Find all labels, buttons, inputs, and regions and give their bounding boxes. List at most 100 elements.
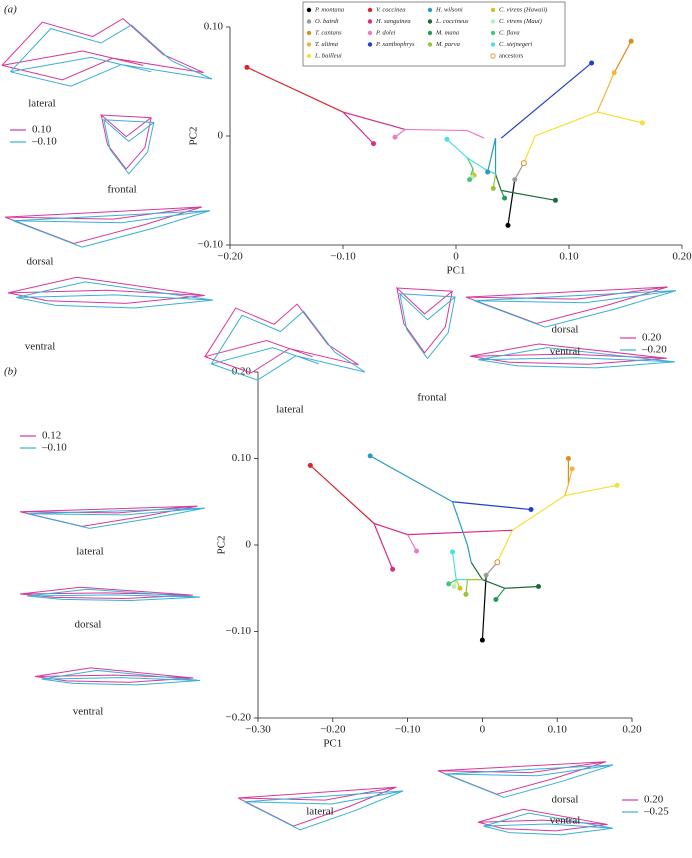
tip-point xyxy=(483,572,489,578)
legend-label: H. sanguinea xyxy=(375,18,411,25)
wireframe xyxy=(469,343,667,365)
y-tick-label: 0.10 xyxy=(232,452,252,464)
view-label: ventral xyxy=(550,346,581,358)
tip-point xyxy=(467,177,473,183)
legend-marker xyxy=(427,42,433,47)
scale-label: –0.25 xyxy=(643,806,669,818)
wireframe xyxy=(244,790,404,831)
legend-label: C. flava xyxy=(499,29,520,36)
wireframe xyxy=(203,303,359,374)
legend-label: V. coccinea xyxy=(376,6,405,13)
tip-point xyxy=(457,585,463,591)
legend-marker xyxy=(306,42,312,47)
legend-marker xyxy=(427,7,433,13)
branch xyxy=(246,66,344,113)
x-axis-label: PC1 xyxy=(323,738,342,750)
tip-point xyxy=(490,185,496,191)
view-label: dorsal xyxy=(75,619,102,631)
legend-label: H. wilsoni xyxy=(435,6,463,13)
branch xyxy=(369,455,472,563)
wireframe xyxy=(444,764,614,798)
x-tick-label: −0.20 xyxy=(320,724,346,736)
y-tick-label: −0.10 xyxy=(226,625,252,637)
panel-label: (a) xyxy=(4,4,17,16)
x-axis-label: PC1 xyxy=(447,265,466,277)
y-tick-label: 0.10 xyxy=(204,21,224,33)
tip-point xyxy=(390,566,396,572)
tip-point xyxy=(485,169,491,175)
tip-point xyxy=(536,584,541,590)
scale-label: –0.20 xyxy=(641,344,667,356)
legend-label: C. virens (Maui) xyxy=(499,18,542,25)
tip-point xyxy=(449,549,455,555)
legend: P. montana O. bairdi T. cantans T. ultima L.… xyxy=(302,1,566,67)
legend-marker xyxy=(306,53,312,59)
y-tick-label: 0 xyxy=(218,130,224,142)
branch xyxy=(341,110,406,145)
legend-marker xyxy=(367,30,373,36)
legend-box xyxy=(302,1,566,67)
branch xyxy=(452,501,532,511)
branch xyxy=(523,111,643,164)
legend-label: T. cantans xyxy=(315,29,342,36)
x-tick-label: 0.10 xyxy=(559,251,579,263)
wireframe xyxy=(27,507,206,529)
scale-label: 0.20 xyxy=(644,794,664,806)
tip-point xyxy=(639,120,645,126)
tip-point xyxy=(307,462,313,468)
legend-marker xyxy=(427,30,433,36)
scale-label: –0.10 xyxy=(41,442,67,454)
wireframe xyxy=(19,586,193,600)
legend-marker xyxy=(306,7,312,13)
wireframe xyxy=(16,281,214,309)
legend-marker xyxy=(306,30,312,36)
legend-label: O. bairdi xyxy=(315,18,339,25)
tip-point xyxy=(614,482,620,488)
x-tick-label: 0 xyxy=(480,724,486,736)
tip-point xyxy=(565,456,571,461)
x-tick-label: −0.10 xyxy=(395,724,421,736)
view-label: lateral xyxy=(306,806,333,818)
tip-point xyxy=(414,548,420,554)
branch xyxy=(481,575,487,641)
wireframe xyxy=(399,292,456,360)
legend-marker xyxy=(367,7,373,13)
wireframe xyxy=(10,24,213,87)
tip-point xyxy=(505,222,511,228)
legend-label: C. virens (Hawaii) xyxy=(499,6,547,13)
legend-marker xyxy=(306,19,312,24)
legend-label: ancestors xyxy=(499,52,524,59)
tip-point xyxy=(528,507,534,513)
legend-label: L. bailleui xyxy=(314,52,342,59)
tip-point xyxy=(493,596,499,602)
tip-point xyxy=(628,38,634,44)
legend-label: P. dolei xyxy=(375,29,396,36)
tip-point xyxy=(446,581,452,587)
wireframe xyxy=(474,290,677,328)
wireframe xyxy=(27,588,201,602)
legend-marker xyxy=(367,42,373,47)
y-tick-label: −0.10 xyxy=(198,239,224,251)
legend-marker xyxy=(490,42,496,47)
wireframe xyxy=(103,118,155,175)
x-tick-label: 0.20 xyxy=(672,251,692,263)
tip-point xyxy=(451,584,457,590)
tip-point xyxy=(569,466,575,472)
legend-marker xyxy=(367,19,373,24)
y-axis-label: PC2 xyxy=(216,536,228,555)
branch xyxy=(564,468,573,496)
view-label: dorsal xyxy=(27,256,54,268)
legend-label: M. mana xyxy=(435,29,459,36)
tip-point xyxy=(244,64,250,70)
branch xyxy=(407,534,418,552)
view-label: ventral xyxy=(25,341,56,353)
legend-label: C. stejnegeri xyxy=(499,41,532,48)
ancestor-point xyxy=(494,559,501,566)
wireframe xyxy=(477,808,608,832)
tip-point xyxy=(512,177,518,183)
y-axis-label: PC2 xyxy=(188,127,200,146)
wireframe xyxy=(7,276,205,304)
ancestor-point xyxy=(520,160,527,167)
tip-point xyxy=(463,591,469,597)
